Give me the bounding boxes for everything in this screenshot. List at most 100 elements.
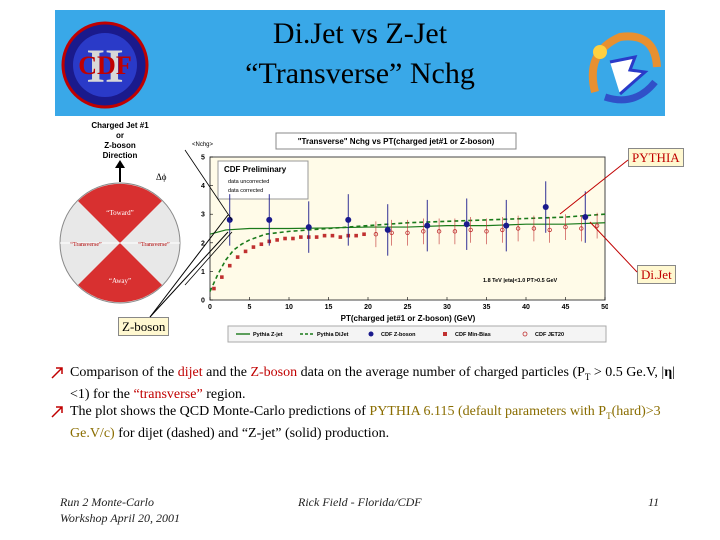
cdf-minbias-point: [338, 235, 343, 239]
chart-title-box: [275, 132, 517, 150]
cdf-zboson-point: [542, 204, 549, 211]
cdf-minbias-point: [235, 255, 240, 259]
bullet-2-sub: T: [606, 410, 612, 421]
x-tick-label: 35: [483, 304, 491, 311]
cdf-jet20-point: [436, 229, 442, 234]
diagram-heading-1: Charged Jet #1: [91, 121, 149, 130]
x-tick-label: 25: [404, 304, 412, 311]
cdf-jet20-point: [547, 227, 552, 233]
cdf-jet20-point: [452, 229, 458, 234]
zboson-callout-line-2: [149, 231, 229, 318]
cdf-minbias-point: [275, 238, 279, 242]
zboson-callout: Z-boson: [118, 317, 170, 336]
legend-entry: CDF Z-boson: [381, 332, 416, 338]
title-line-1: Di.Jet vs Z-Jet: [272, 17, 448, 50]
cdf-minbias-point: [314, 235, 319, 239]
cdf-minbias-point: [362, 232, 366, 237]
diagram-connector-1: [184, 149, 233, 221]
cdf-jet20-point: [421, 229, 426, 234]
bullet-1-text-f: region.: [202, 386, 246, 402]
x-tick-label: 40: [522, 304, 530, 311]
cdf-jet20-point: [579, 226, 584, 231]
bullet-1-text-b: and the: [202, 365, 251, 380]
cdf-jet20-point: [515, 226, 521, 231]
cdf-minbias-point: [322, 233, 327, 238]
cdf-minbias-point: [251, 245, 256, 249]
bullet-list: Comparison of the dijet and the Z-boson …: [50, 364, 690, 442]
cdf-jet20-point: [563, 224, 568, 230]
cdf-zboson-point: [305, 224, 312, 231]
cdf-minbias-point: [243, 249, 248, 254]
y-tick-label: 4: [201, 183, 205, 190]
x-tick-label: 5: [248, 304, 252, 311]
bullet-1-text-a: Comparison of the: [70, 365, 178, 380]
cdf-zboson-point: [463, 221, 470, 228]
footer-author: Rick Field - Florida/CDF: [298, 495, 422, 509]
cdf-minbias-point: [283, 236, 287, 241]
cdf-logo: II CDF: [61, 21, 149, 109]
bullet-2-pythia-2: (hard)>3 Ge.V/c): [70, 403, 661, 441]
cuts-label: 1.8 TeV |eta|<1.0 PT>0.5 GeV: [483, 278, 558, 284]
legend-box: [227, 325, 607, 343]
x-tick-label: 30: [443, 304, 451, 311]
cdf-minbias-point: [354, 233, 358, 238]
y-tick-label: 1: [201, 269, 205, 276]
y-axis-label: <Nchg>: [192, 142, 214, 148]
y-tick-label: 2: [201, 240, 205, 247]
chart-title: "Transverse" Nchg vs PT(charged jet#1 or…: [298, 137, 495, 146]
diagram-heading-2: or: [116, 131, 124, 140]
diagram-connector-2: [184, 231, 233, 286]
legend-entry: CDF Min-Bias: [455, 332, 491, 338]
diagram-heading-3: Z-boson: [104, 141, 136, 150]
cdf-minbias-point: [227, 263, 232, 268]
cdf-zboson-point: [582, 214, 589, 221]
direction-arrowhead: [115, 160, 125, 168]
legend-swatch: [522, 331, 528, 337]
cdf-minbias-point: [220, 275, 224, 279]
transverse-left-label: “Transverse”: [70, 241, 102, 248]
bullet-1-sub: T: [584, 371, 591, 382]
cdf-minbias-point: [291, 236, 295, 241]
preliminary-box: [217, 160, 309, 200]
bullet-2-text-a: The plot shows the QCD Monte-Carlo predi…: [70, 403, 370, 419]
pythia-callout-line: [559, 159, 629, 215]
slide-title: Di.Jet vs Z-Jet “Transverse” Nchg: [150, 14, 570, 94]
cdf-zboson-point: [384, 226, 391, 233]
legend-swatch: [368, 331, 374, 337]
footer-workshop: Run 2 Monte-Carlo Workshop April 20, 200…: [60, 494, 180, 526]
delta-phi-label: Δϕ: [156, 172, 167, 182]
cdf-minbias-point: [212, 286, 216, 291]
legend-entry: Pythia Z-jet: [253, 332, 283, 338]
auger-logo: [588, 32, 661, 104]
cdf-jet20-point: [389, 230, 394, 235]
cdf-minbias-point: [259, 242, 264, 247]
dijet-callout-line: [589, 221, 638, 273]
cdf-zboson-point: [424, 222, 431, 229]
nchg-chart: <Nchg> "Transverse" Nchg vs PT(charged j…: [188, 120, 608, 345]
away-label: “Away”: [109, 277, 131, 285]
legend-swatch: [443, 332, 447, 336]
title-line-2: “Transverse” Nchg: [245, 57, 475, 90]
cdf-logo-text: CDF: [78, 51, 131, 80]
footer-page-number: 11: [648, 495, 660, 509]
cdf-jet20-point: [484, 229, 489, 234]
cdf-zboson-point: [345, 216, 352, 223]
preliminary-title: CDF Preliminary: [224, 165, 287, 174]
x-tick-label: 15: [325, 304, 333, 311]
x-tick-label: 50: [601, 304, 608, 311]
x-tick-label: 20: [364, 304, 372, 311]
bullet-1-text-c: data on the average number of charged pa…: [297, 365, 585, 380]
cdf-jet20-point: [373, 232, 379, 237]
toward-region: [78, 183, 162, 243]
transverse-right-label: “Transverse”: [138, 241, 170, 248]
away-region: [78, 243, 162, 303]
bullet-1-eta: η: [664, 365, 673, 380]
x-tick-label: 10: [285, 304, 293, 311]
bullet-1-text-e: | <1) for the: [70, 365, 675, 402]
legend-entry: CDF JET20: [535, 332, 564, 338]
transverse-region-diagram: Charged Jet #1 or Z-boson Direction Δϕ “…: [59, 121, 181, 304]
bullet-arrow-icon: [51, 367, 63, 379]
y-tick-label: 5: [201, 155, 205, 162]
x-axis-label: PT(charged jet#1 or Z-boson) (GeV): [341, 314, 476, 323]
x-tick-label: 45: [562, 304, 570, 311]
